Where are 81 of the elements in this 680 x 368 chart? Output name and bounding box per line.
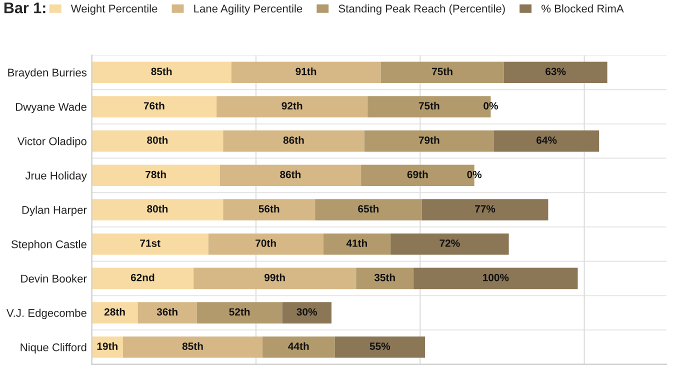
bar (334, 336, 426, 358)
data-label: 99th (264, 274, 285, 282)
bar (194, 268, 356, 290)
y-tick-label: Jrue Holiday (25, 171, 87, 182)
bar (92, 233, 208, 255)
data-label: 52th (229, 308, 250, 316)
legend-label: Weight Percentile (70, 4, 158, 15)
data-label: 30% (296, 308, 318, 316)
data-label: 77% (475, 205, 496, 213)
data-label: 0% (467, 170, 482, 178)
data-label: 75th (418, 102, 440, 110)
bar (422, 199, 548, 220)
y-tick-label: Devin Booker (21, 274, 87, 283)
bar (92, 96, 217, 118)
data-label: 79th (418, 136, 440, 144)
bar (364, 130, 494, 152)
data-label: 91th (296, 68, 316, 76)
bar (323, 233, 391, 255)
data-label: 71st (140, 240, 160, 247)
bar (208, 233, 324, 255)
y-tick-label: Dwyane Wade (16, 102, 86, 114)
bar (315, 199, 422, 220)
data-label: 36th (156, 308, 178, 316)
bar (504, 62, 608, 84)
bar (92, 130, 224, 152)
bar (92, 62, 232, 84)
data-label: 75th (432, 68, 452, 76)
bar (138, 302, 197, 324)
bar (196, 302, 282, 324)
legend-label: % Blocked RimA (542, 4, 624, 13)
data-label: 44th (288, 342, 309, 350)
bar (231, 62, 381, 84)
data-label: 55% (370, 342, 390, 350)
data-label: 86th (283, 136, 304, 144)
bar (414, 268, 578, 290)
bar (262, 336, 335, 358)
data-label: 85th (151, 68, 172, 76)
data-label: 0% (484, 102, 498, 110)
data-label: 78th (146, 170, 166, 178)
data-label: 100% (482, 274, 509, 282)
data-label: 72% (440, 240, 460, 247)
data-label: 85th (182, 342, 203, 350)
bar (223, 199, 316, 220)
data-label: 41th (346, 239, 367, 247)
bar (356, 268, 414, 290)
data-label: 70th (256, 239, 276, 247)
data-label: 35th (374, 274, 395, 282)
y-tick-label: Victor Oladipo (17, 137, 86, 148)
legend-label: Standing Peak Reach (Percentile) (338, 4, 505, 15)
data-label: 92th (282, 102, 302, 110)
legend-label: Lane Agility Percentile (194, 4, 302, 15)
y-tick-label: Nique Clifford (20, 343, 86, 354)
legend-title: Bar 1: (4, 2, 46, 14)
y-tick-label: V.J. Edgecombe (6, 308, 86, 320)
data-label: 86th (280, 170, 301, 178)
data-label: 80th (147, 204, 168, 213)
y-tick-label: Dylan Harper (22, 206, 87, 216)
y-tick-label: Stephon Castle (11, 240, 86, 250)
bar (216, 96, 368, 118)
bar (92, 302, 138, 324)
bar (92, 164, 220, 186)
bar (220, 164, 362, 186)
data-label: 80th (147, 136, 168, 144)
data-label: 69th (407, 170, 428, 178)
data-label: 56th (258, 204, 280, 213)
data-label: 28th (104, 308, 125, 316)
data-label: 62nd (130, 274, 154, 282)
bar (380, 62, 504, 84)
bar (122, 336, 263, 358)
data-label: 64% (536, 136, 557, 144)
bar (92, 268, 194, 290)
data-label: 76th (144, 102, 164, 110)
bar (494, 130, 600, 152)
bar (92, 199, 224, 220)
bar (282, 302, 332, 324)
data-label: 65th (358, 204, 378, 213)
data-label: 19th (97, 342, 118, 350)
bar (390, 233, 509, 255)
data-label: 63% (546, 68, 566, 76)
y-tick-label: Brayden Burries (8, 68, 87, 79)
bar (223, 130, 364, 152)
